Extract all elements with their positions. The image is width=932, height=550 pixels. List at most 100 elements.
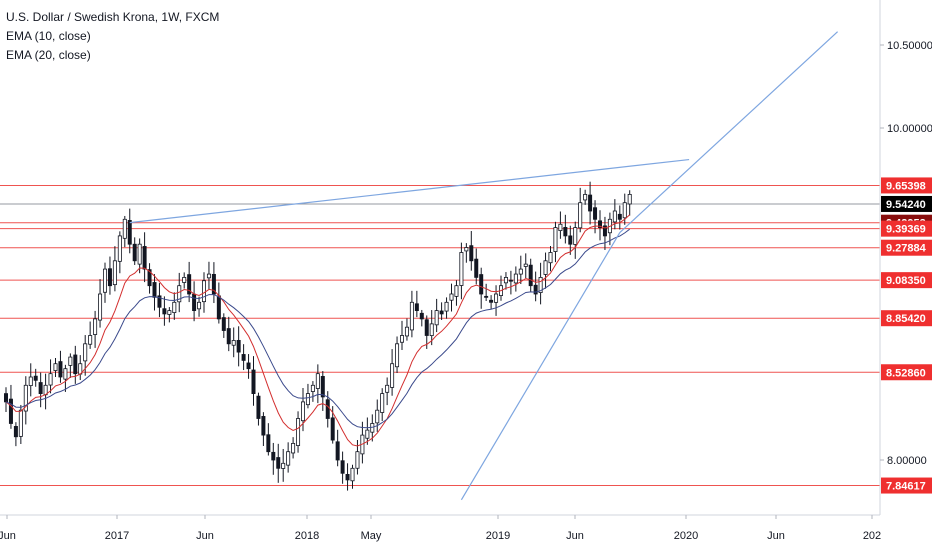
candle-body — [241, 354, 246, 361]
candle-body — [23, 384, 28, 412]
ema10-line — [5, 214, 631, 447]
candle-body — [380, 393, 385, 413]
candle-body — [612, 210, 617, 223]
price-tick-label: 8.00000 — [887, 455, 927, 467]
candle — [241, 344, 246, 371]
candle — [310, 381, 315, 402]
candle — [578, 187, 583, 233]
candle — [454, 280, 459, 306]
candle-body — [192, 293, 197, 311]
candle — [513, 266, 518, 292]
candle-body — [365, 429, 370, 439]
trendline[interactable] — [129, 158, 690, 224]
candlesticks — [4, 181, 632, 491]
price-tick-label: 10.50000 — [887, 40, 932, 52]
trendline[interactable] — [460, 232, 621, 501]
candle-body — [503, 276, 508, 284]
candle-body — [296, 418, 301, 446]
candle — [236, 326, 241, 367]
ema10-legend[interactable]: EMA (10, close) — [6, 29, 91, 43]
time-tick-label: Jun — [196, 530, 214, 542]
candle-body — [617, 213, 622, 220]
price-tick-label: 10.00000 — [887, 123, 932, 135]
candle-body — [33, 375, 38, 381]
candle — [484, 283, 489, 302]
candle-body — [583, 193, 588, 201]
candle — [211, 262, 216, 304]
candle-body — [434, 310, 439, 326]
price-label-bg — [881, 272, 932, 289]
time-tick-label: 2017 — [105, 530, 129, 542]
candle-body — [4, 393, 9, 403]
candle — [489, 295, 494, 310]
candle-body — [226, 328, 231, 345]
candle — [612, 199, 617, 230]
candle — [375, 399, 380, 432]
candle-body — [538, 276, 543, 293]
price-label-text: 9.54240 — [886, 199, 926, 211]
candle-body — [137, 243, 142, 265]
price-label: 8.85420 — [881, 310, 932, 327]
time-axis[interactable]: Jun 2017 Jun 2018 May 2019 Jun 2020 Jun 202 — [0, 514, 881, 542]
candle — [365, 417, 370, 445]
candle-body — [543, 260, 548, 275]
candle — [404, 318, 409, 341]
candle — [271, 442, 276, 475]
candle — [315, 364, 320, 404]
candle-body — [206, 273, 211, 279]
price-label: 9.54240 — [881, 195, 932, 212]
candle — [335, 429, 340, 467]
price-labels: 9.653989.542409.429539.393699.278849.083… — [881, 177, 932, 494]
candle — [28, 363, 33, 397]
candle-body — [256, 395, 261, 419]
candle — [568, 225, 573, 255]
candle — [498, 275, 503, 301]
candle — [251, 356, 256, 406]
candle — [187, 261, 192, 303]
candle — [340, 451, 345, 484]
candle — [192, 281, 197, 322]
candle-body — [251, 369, 256, 395]
candle-body — [246, 362, 251, 370]
candle — [152, 274, 157, 311]
candle-body — [216, 295, 221, 320]
candle-body — [390, 363, 395, 388]
price-label-text: 8.85420 — [886, 313, 926, 325]
candle-body — [474, 258, 479, 278]
candle-body — [73, 354, 78, 375]
candle — [414, 290, 419, 318]
price-label: 9.65398 — [881, 177, 932, 194]
candle-body — [276, 457, 281, 469]
price-label-text: 9.39369 — [886, 224, 926, 236]
candle-body — [117, 235, 122, 262]
candle — [172, 292, 177, 320]
trendline[interactable] — [619, 31, 839, 234]
candle — [464, 243, 469, 263]
candle — [305, 383, 310, 409]
candle-body — [424, 319, 429, 336]
ema20-legend[interactable]: EMA (20, close) — [6, 48, 91, 62]
candle-body — [197, 301, 202, 310]
candle-body — [588, 194, 593, 212]
chart-title[interactable]: U.S. Dollar / Swedish Krona, 1W, FXCM — [6, 10, 220, 24]
candle — [63, 364, 68, 392]
candle — [409, 290, 414, 338]
candle — [399, 320, 404, 350]
candle-body — [28, 376, 33, 387]
candle-body — [103, 268, 108, 293]
candle-body — [395, 343, 400, 368]
candle-body — [385, 384, 390, 393]
candle-body — [177, 285, 182, 303]
candle-body — [221, 317, 226, 331]
candle-body — [494, 293, 499, 303]
price-axis[interactable]: 10.50000 10.00000 8.00000 — [879, 0, 932, 515]
candle-body — [182, 276, 187, 283]
price-label-text: 8.52860 — [886, 367, 926, 379]
price-label: 7.84617 — [881, 477, 932, 494]
candle — [469, 231, 474, 271]
candle — [58, 350, 63, 383]
candle — [98, 279, 103, 328]
candle-body — [484, 295, 489, 298]
time-tick-label: 202 — [863, 530, 881, 542]
